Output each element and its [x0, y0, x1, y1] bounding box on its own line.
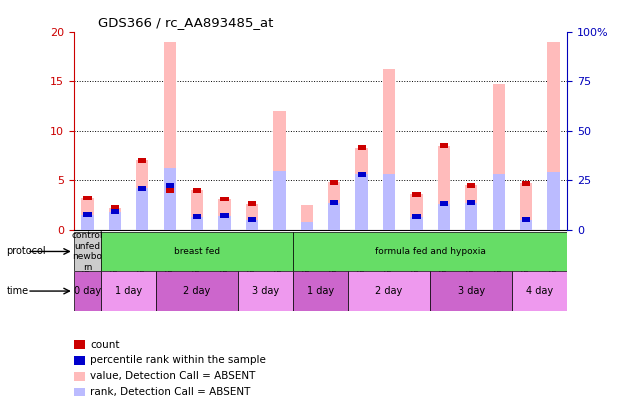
Bar	[193, 214, 201, 219]
Bar	[330, 180, 338, 185]
Text: count: count	[90, 339, 120, 350]
Bar	[273, 111, 285, 230]
Bar	[410, 217, 422, 230]
Bar	[138, 158, 146, 163]
Bar	[293, 232, 567, 271]
Bar	[191, 217, 203, 230]
Bar	[358, 172, 366, 177]
Bar	[438, 204, 450, 230]
Bar	[520, 183, 532, 230]
Bar	[191, 190, 203, 230]
Text: rank, Detection Call = ABSENT: rank, Detection Call = ABSENT	[90, 387, 251, 396]
Bar	[492, 84, 505, 230]
Bar	[238, 271, 293, 311]
Bar	[512, 271, 567, 311]
Bar	[430, 271, 512, 311]
Bar	[438, 145, 450, 230]
Bar	[410, 194, 422, 230]
Text: 4 day: 4 day	[526, 286, 553, 296]
Text: 3 day: 3 day	[458, 286, 485, 296]
Bar	[348, 271, 430, 311]
Bar	[111, 206, 119, 210]
Text: time: time	[6, 286, 29, 296]
Bar	[412, 192, 420, 196]
Bar	[163, 168, 176, 230]
Bar	[246, 220, 258, 230]
Bar	[83, 212, 92, 217]
Text: 2 day: 2 day	[376, 286, 403, 296]
Text: formula fed and hypoxia: formula fed and hypoxia	[375, 247, 486, 256]
Bar	[522, 181, 530, 186]
Bar	[248, 217, 256, 222]
Text: breast fed: breast fed	[174, 247, 220, 256]
Text: value, Detection Call = ABSENT: value, Detection Call = ABSENT	[90, 371, 256, 381]
Bar	[383, 69, 395, 230]
Bar	[328, 203, 340, 230]
Bar	[356, 147, 368, 230]
Bar	[83, 196, 92, 200]
Bar	[301, 205, 313, 230]
Text: 3 day: 3 day	[252, 286, 279, 296]
Text: GDS366 / rc_AA893485_at: GDS366 / rc_AA893485_at	[99, 16, 274, 29]
Bar	[467, 183, 476, 188]
Bar	[465, 203, 478, 230]
Text: 1 day: 1 day	[115, 286, 142, 296]
Bar	[520, 220, 532, 230]
Bar	[219, 199, 231, 230]
Bar	[383, 174, 395, 230]
Bar	[156, 271, 238, 311]
Bar	[440, 143, 448, 148]
Bar	[273, 171, 285, 230]
Bar	[136, 160, 149, 230]
Text: 2 day: 2 day	[183, 286, 211, 296]
Bar	[328, 182, 340, 230]
Bar	[293, 271, 348, 311]
Bar	[138, 186, 146, 190]
Bar	[193, 188, 201, 192]
Bar	[412, 214, 420, 219]
Bar	[136, 188, 149, 230]
Bar	[330, 200, 338, 206]
Bar	[440, 202, 448, 206]
Bar	[81, 215, 94, 230]
Bar	[81, 198, 94, 230]
Bar	[74, 232, 101, 271]
Bar	[547, 42, 560, 230]
Bar	[163, 42, 176, 230]
Bar	[165, 183, 174, 188]
Bar	[465, 185, 478, 230]
Bar	[522, 217, 530, 222]
Text: 1 day: 1 day	[307, 286, 334, 296]
Text: percentile rank within the sample: percentile rank within the sample	[90, 355, 266, 366]
Bar	[246, 204, 258, 230]
Bar	[111, 209, 119, 214]
Text: protocol: protocol	[6, 246, 46, 257]
Bar	[165, 188, 174, 192]
Bar	[301, 222, 313, 230]
Bar	[109, 212, 121, 230]
Bar	[358, 145, 366, 150]
Bar	[248, 202, 256, 206]
Bar	[219, 216, 231, 230]
Text: control
unfed
newbo
rn: control unfed newbo rn	[72, 231, 103, 272]
Bar	[356, 174, 368, 230]
Bar	[74, 271, 101, 311]
Bar	[221, 196, 229, 202]
Bar	[101, 232, 293, 271]
Bar	[547, 172, 560, 230]
Bar	[467, 200, 476, 206]
Bar	[221, 213, 229, 218]
Text: 0 day: 0 day	[74, 286, 101, 296]
Bar	[492, 174, 505, 230]
Bar	[109, 208, 121, 230]
Bar	[101, 271, 156, 311]
